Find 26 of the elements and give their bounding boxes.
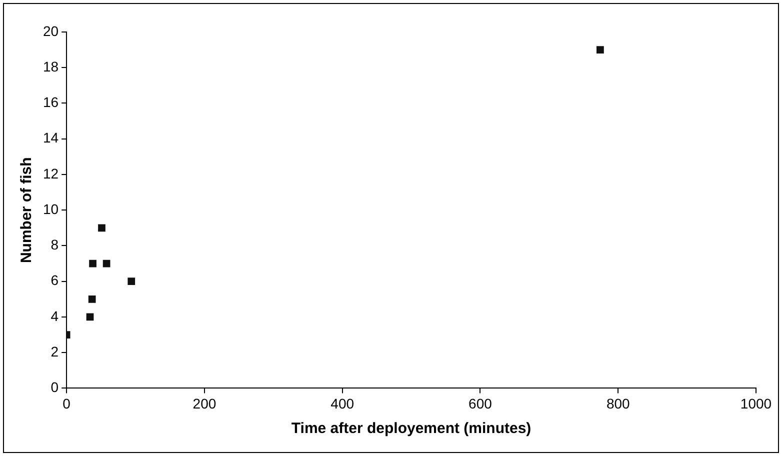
x-tick-label: 0 [62, 395, 71, 412]
x-tick-label: 200 [192, 395, 216, 412]
y-axis-title: Number of fish [18, 157, 36, 264]
y-tick-label: 8 [50, 236, 59, 253]
y-tick-label: 20 [42, 22, 59, 39]
x-axis-title: Time after deployement (minutes) [291, 420, 532, 438]
x-tick-label: 800 [606, 395, 630, 412]
point [86, 313, 94, 321]
y-tick-label: 16 [42, 94, 59, 110]
x-tick-label: 1000 [740, 395, 772, 412]
point [89, 260, 96, 268]
x-tick-label: 400 [330, 395, 354, 412]
point [128, 278, 136, 286]
point [102, 260, 110, 268]
y-tick-label: 18 [42, 58, 59, 74]
y-tick-label: 4 [50, 308, 59, 324]
y-tick-label: 14 [42, 130, 59, 146]
y-tick-label: 12 [42, 165, 59, 182]
y-tick-label: 6 [50, 272, 59, 288]
point [596, 46, 604, 54]
point [98, 224, 106, 232]
y-tick-label: 0 [50, 379, 59, 396]
x-tick-label: 600 [468, 395, 492, 412]
y-tick-label: 2 [50, 343, 59, 360]
y-tick-label: 10 [42, 200, 59, 217]
point [88, 295, 96, 303]
